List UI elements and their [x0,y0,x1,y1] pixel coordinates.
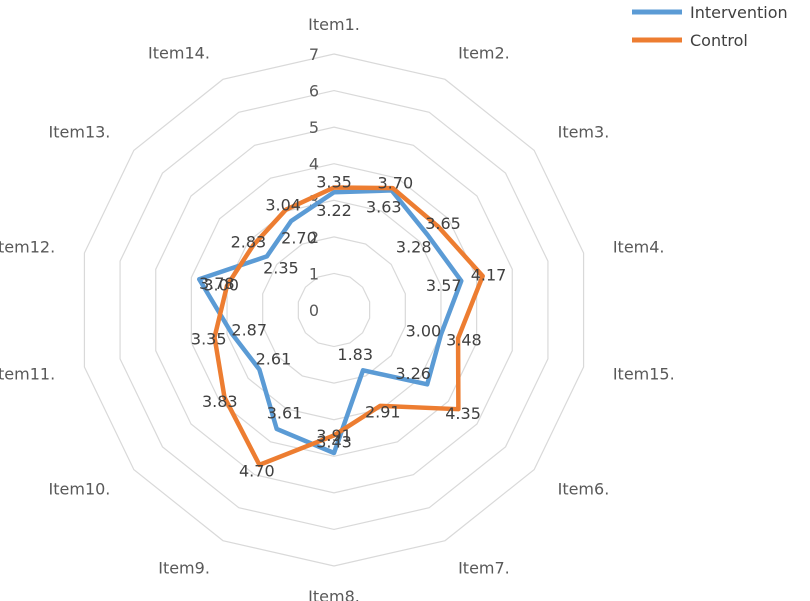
grid-ring [262,236,406,384]
data-label: 3.04 [265,195,301,214]
data-label: 3.28 [396,237,432,256]
tick-label: 4 [309,155,319,174]
data-label: 3.00 [406,321,442,340]
data-label: 2.83 [231,233,267,252]
grid-ring [155,126,513,494]
data-label: 2.70 [281,228,317,247]
data-label: 3.00 [203,275,239,294]
category-label: Item11. [0,365,55,384]
legend-entry: Control [690,31,748,50]
grid-ring [119,89,549,531]
data-label: 3.35 [316,172,352,191]
grid-ring [297,272,371,348]
legend-entry: Intervention [690,3,788,22]
grid-ring [226,199,442,421]
category-label: Item12. [0,237,55,256]
data-label: 1.83 [337,345,373,364]
data-label: 3.57 [426,276,462,295]
data-label: 3.78 [199,274,235,293]
data-label: 3.26 [395,364,431,383]
tick-label: 1 [309,264,319,283]
series-line-intervention [196,188,464,456]
data-series [196,185,485,468]
category-label: Item7. [458,559,510,578]
category-label: Item14. [148,43,210,62]
data-label: 2.61 [256,349,292,368]
category-label: Item6. [558,479,610,498]
radar-grid [83,53,585,567]
data-label: 4.35 [445,404,481,423]
tick-label: 2 [309,228,319,247]
data-label: 3.35 [191,330,227,349]
data-label: 3.48 [446,331,482,350]
category-label: Item1. [308,15,360,34]
tick-label: 0 [309,301,319,320]
data-label: 3.83 [202,392,238,411]
category-labels: Item1. Item2. Item3. Item4. Item15. Item6. Ite… [0,15,675,601]
category-label: Item4. [613,237,665,256]
data-label: 3.65 [425,214,461,233]
data-label: 2.35 [263,259,299,278]
grid-ring [83,53,585,567]
category-label: Item8. [308,587,360,601]
data-label: 2.91 [365,402,401,421]
tick-label: 7 [309,45,319,64]
series-line-control [212,185,485,468]
data-label: 3.43 [316,432,352,451]
data-label: 3.61 [267,404,303,423]
category-label: Item15. [613,365,675,384]
category-label: Item3. [558,123,610,142]
data-label: 4.70 [239,461,275,480]
data-labels: 3.22 3.63 3.28 3.57 3.00 3.26 1.83 3.91 3.61 2.61… [191,172,506,480]
category-label: Item9. [158,559,210,578]
tick-label: 5 [309,118,319,137]
tick-label: 6 [309,82,319,101]
data-label: 3.70 [378,174,414,193]
category-label: Item10. [49,479,111,498]
radial-tick-labels: 0 1 2 3 4 5 6 7 [309,45,319,320]
data-label: 3.91 [316,426,352,445]
legend: Intervention Control [632,3,788,50]
data-label: 4.17 [471,266,507,285]
data-label: 3.63 [366,198,402,217]
category-label: Item13. [49,123,111,142]
category-label: Item2. [458,43,510,62]
tick-label: 3 [309,191,319,210]
data-label: 3.22 [316,201,352,220]
data-label: 2.87 [231,320,267,339]
grid-ring [190,163,478,457]
